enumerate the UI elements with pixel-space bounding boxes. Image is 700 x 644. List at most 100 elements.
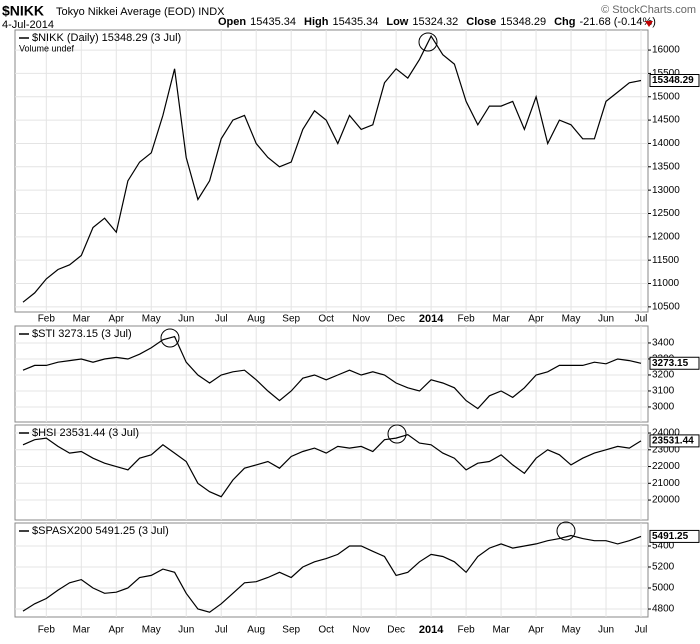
x-tick-label: 2014 <box>419 313 444 325</box>
quote-label: Chg <box>554 16 575 28</box>
panel-label: $SPASX200 5491.25 (3 Jul) <box>32 525 169 537</box>
y-tick-label: 11500 <box>652 255 680 266</box>
quote-label: Open <box>218 16 246 28</box>
x-tick-label: Apr <box>109 314 125 325</box>
y-tick-label: 12500 <box>652 208 680 219</box>
quote-label: High <box>304 16 329 28</box>
y-tick-label: 5000 <box>652 583 675 594</box>
quote: Open 15435.34 High 15435.34 Low 15324.32 Close… <box>218 16 656 28</box>
y-tick-label: 15500 <box>652 68 680 79</box>
panel <box>14 424 649 521</box>
x-tick-label: Sep <box>282 625 300 636</box>
y-tick-label: 14000 <box>652 138 680 149</box>
quote-value: 15435.34 <box>332 16 378 28</box>
x-tick-label: Sep <box>282 314 300 325</box>
x-tick-label: Aug <box>247 625 265 636</box>
x-tick-label: Dec <box>387 314 405 325</box>
x-tick-label: Feb <box>457 314 475 325</box>
y-tick-label: 3400 <box>652 338 675 349</box>
x-tick-label: Jul <box>215 625 228 636</box>
quote-value: -21.68 (-0.14%) <box>580 16 656 28</box>
security-name: Tokyo Nikkei Average (EOD) INDX <box>56 6 225 18</box>
panel-label: $STI 3273.15 (3 Jul) <box>32 328 132 340</box>
x-tick-label: Apr <box>109 625 125 636</box>
quote-value: 15435.34 <box>250 16 296 28</box>
x-tick-label: May <box>562 314 581 325</box>
panel-label: $NIKK (Daily) 15348.29 (3 Jul) <box>32 32 181 44</box>
price-line <box>22 534 642 613</box>
last-value-label: 15348.29 <box>652 75 694 86</box>
quote-value: 15324.32 <box>412 16 458 28</box>
copyright: © StockCharts.com <box>601 4 696 16</box>
x-tick-label: Jul <box>215 314 228 325</box>
panel-note: Volume undef <box>19 43 75 53</box>
y-tick-label: 3200 <box>652 370 675 381</box>
y-tick-label: 24000 <box>652 428 680 439</box>
last-value-label: 3273.15 <box>652 358 689 369</box>
y-tick-label: 10500 <box>652 302 680 313</box>
y-tick-label: 13500 <box>652 161 680 172</box>
x-tick-label: Mar <box>73 314 91 325</box>
x-tick-label: Jun <box>598 314 614 325</box>
symbol: $NIKK <box>2 3 44 19</box>
last-value-box <box>649 356 700 370</box>
x-tick-label: Jun <box>598 625 614 636</box>
panel <box>14 522 649 618</box>
quote-value: 15348.29 <box>500 16 546 28</box>
x-tick-label: Jul <box>635 314 648 325</box>
y-tick-label: 23000 <box>652 444 680 455</box>
y-tick-label: 4800 <box>652 604 675 615</box>
x-tick-label: Apr <box>528 625 544 636</box>
x-tick-label: Nov <box>352 314 370 325</box>
x-tick-label: Dec <box>387 625 405 636</box>
last-value-box <box>649 74 700 88</box>
x-tick-label: 2014 <box>419 624 444 636</box>
x-tick-label: Oct <box>318 625 334 636</box>
x-tick-label: Feb <box>38 314 56 325</box>
x-tick-label: Feb <box>457 625 475 636</box>
x-tick-label: Nov <box>352 625 370 636</box>
y-tick-label: 13000 <box>652 185 680 196</box>
panel-label: $HSI 23531.44 (3 Jul) <box>32 427 139 439</box>
y-tick-label: 20000 <box>652 495 680 506</box>
x-tick-label: Jun <box>178 625 194 636</box>
price-line <box>22 335 642 410</box>
highlights <box>160 32 576 541</box>
x-tick-label: Jun <box>178 314 194 325</box>
x-tick-label: Mar <box>492 625 510 636</box>
x-tick-label: Feb <box>38 625 56 636</box>
peak-circle <box>556 521 576 541</box>
price-line <box>22 34 642 303</box>
y-tick-label: 21000 <box>652 478 680 489</box>
y-tick-label: 12000 <box>652 231 680 242</box>
peak-circle <box>160 328 180 348</box>
y-tick-label: 3100 <box>652 386 675 397</box>
last-value-label: 23531.44 <box>652 436 694 447</box>
date: 4-Jul-2014 <box>2 19 54 31</box>
peak-circle <box>418 32 438 52</box>
y-tick-label: 22000 <box>652 461 680 472</box>
x-tick-label: May <box>142 625 161 636</box>
y-tick-label: 15000 <box>652 91 680 102</box>
quote-label: Low <box>386 16 408 28</box>
y-tick-label: 5200 <box>652 562 675 573</box>
x-tick-label: Mar <box>492 314 510 325</box>
y-tick-label: 5400 <box>652 541 675 552</box>
last-value-label: 5491.25 <box>652 531 689 542</box>
down-arrow <box>645 21 653 27</box>
x-tick-label: Apr <box>528 314 544 325</box>
x-tick-label: Mar <box>73 625 91 636</box>
quote-label: Close <box>466 16 496 28</box>
x-tick-label: Jul <box>635 625 648 636</box>
y-tick-label: 16000 <box>652 45 680 56</box>
y-tick-label: 3000 <box>652 402 675 413</box>
x-tick-label: May <box>562 625 581 636</box>
x-tick-label: Aug <box>247 314 265 325</box>
x-tick-label: May <box>142 314 161 325</box>
y-tick-label: 14500 <box>652 115 680 126</box>
x-tick-label: Oct <box>318 314 334 325</box>
price-line <box>22 434 642 498</box>
last-value-box <box>649 434 700 448</box>
y-tick-label: 11000 <box>652 278 680 289</box>
